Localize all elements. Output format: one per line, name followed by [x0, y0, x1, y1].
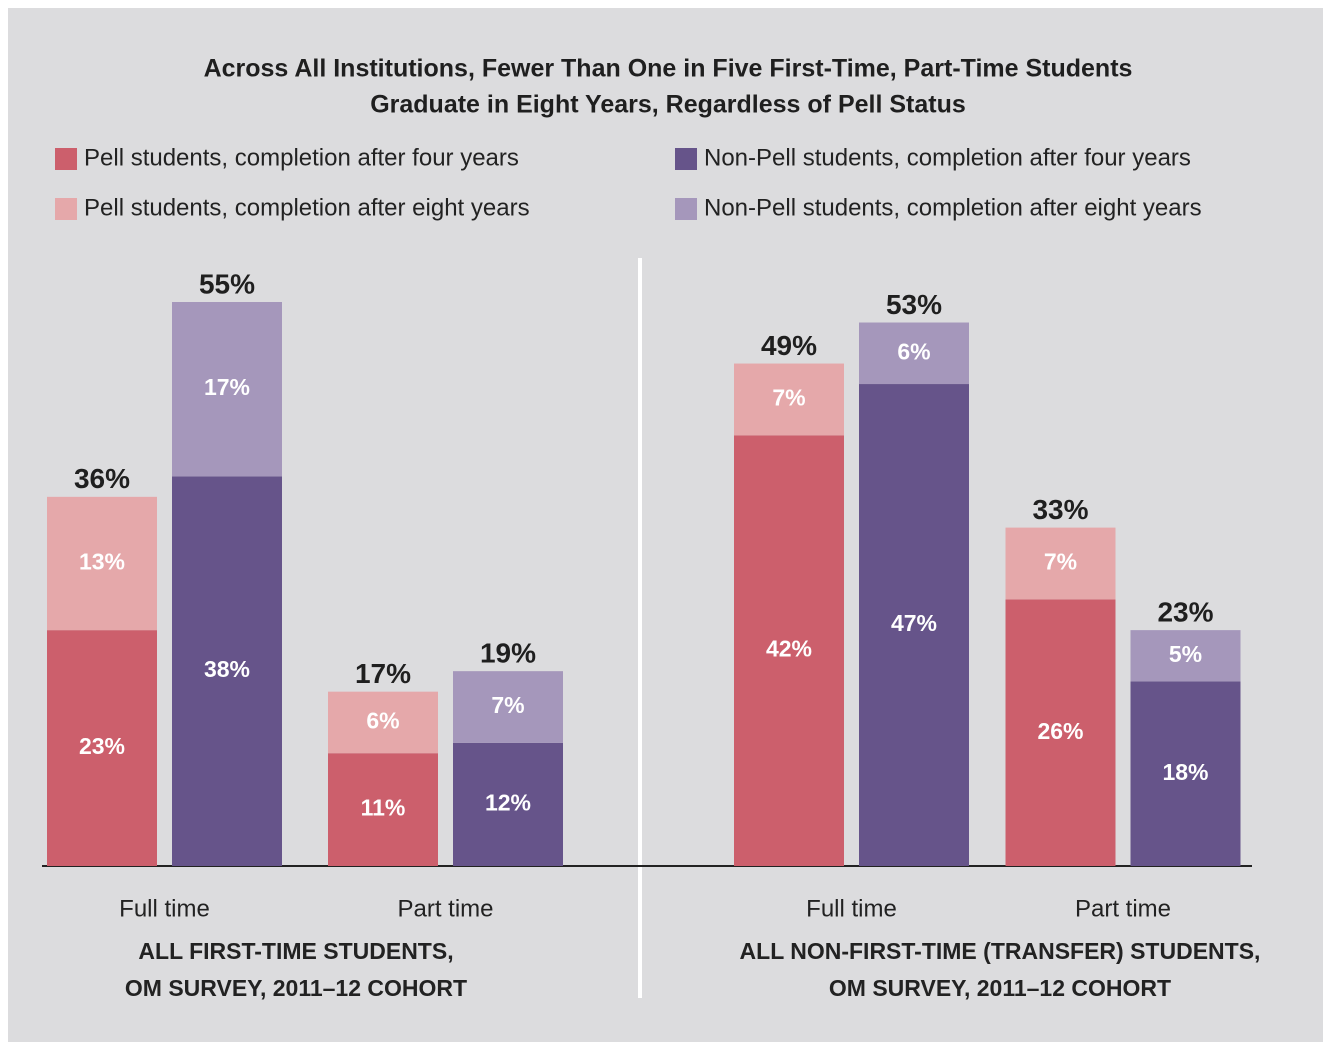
- bar-segment: [1130, 681, 1241, 866]
- value-label: 17%: [204, 374, 250, 400]
- x-tick-label: Part time: [397, 895, 493, 922]
- legend-label: Pell students, completion after four yea…: [84, 144, 519, 171]
- legend-swatch: [675, 148, 697, 170]
- value-label: 38%: [204, 656, 250, 682]
- legend-label: Non-Pell students, completion after eigh…: [704, 194, 1202, 221]
- chart-title: Graduate in Eight Years, Regardless of P…: [370, 91, 966, 119]
- value-label: 5%: [1169, 641, 1202, 667]
- bar-segment: [47, 496, 157, 631]
- total-label: 49%: [761, 330, 817, 361]
- value-label: 26%: [1037, 718, 1083, 744]
- legend-label: Pell students, completion after eight ye…: [84, 194, 530, 221]
- total-label: 36%: [74, 463, 130, 494]
- value-label: 23%: [79, 733, 125, 759]
- value-label: 47%: [891, 610, 937, 636]
- bar-segment: [1005, 599, 1116, 866]
- x-tick-label: Part time: [1075, 895, 1171, 922]
- value-label: 42%: [766, 636, 812, 662]
- total-label: 19%: [480, 638, 536, 669]
- legend-swatch: [55, 198, 77, 220]
- bar-segment: [172, 302, 282, 477]
- value-label: 13%: [79, 549, 125, 575]
- bar-segment: [1005, 527, 1116, 600]
- value-label: 7%: [1044, 549, 1077, 575]
- value-label: 12%: [485, 790, 531, 816]
- bar-segment: [453, 742, 563, 866]
- value-label: 7%: [772, 384, 805, 410]
- total-label: 23%: [1157, 597, 1213, 628]
- bar-segment: [328, 691, 438, 754]
- total-label: 55%: [199, 268, 255, 299]
- group-label: ALL NON-FIRST-TIME (TRANSFER) STUDENTS,: [740, 938, 1261, 964]
- bar-segment: [859, 322, 969, 385]
- legend-swatch: [55, 148, 77, 170]
- bar-segment: [328, 753, 438, 866]
- bar-segment: [859, 384, 969, 866]
- chart-title: Across All Institutions, Fewer Than One …: [204, 55, 1133, 83]
- bar-segment: [734, 435, 844, 866]
- bar-segment: [47, 630, 157, 866]
- group-label: OM SURVEY, 2011–12 COHORT: [829, 975, 1171, 1001]
- legend-swatch: [675, 198, 697, 220]
- value-label: 6%: [897, 338, 930, 364]
- value-label: 18%: [1162, 759, 1208, 785]
- value-label: 7%: [491, 692, 524, 718]
- total-label: 17%: [355, 658, 411, 689]
- bar-segment: [734, 363, 844, 436]
- value-label: 11%: [361, 795, 406, 821]
- group-label: OM SURVEY, 2011–12 COHORT: [125, 975, 467, 1001]
- total-label: 33%: [1032, 494, 1088, 525]
- group-label: ALL FIRST-TIME STUDENTS,: [138, 938, 453, 964]
- total-label: 53%: [886, 289, 942, 320]
- bar-segment: [1130, 630, 1241, 682]
- value-label: 6%: [366, 708, 399, 734]
- bar-segment: [172, 476, 282, 866]
- bar-segment: [453, 671, 563, 743]
- legend-label: Non-Pell students, completion after four…: [704, 144, 1191, 171]
- x-tick-label: Full time: [806, 895, 897, 922]
- x-tick-label: Full time: [119, 895, 210, 922]
